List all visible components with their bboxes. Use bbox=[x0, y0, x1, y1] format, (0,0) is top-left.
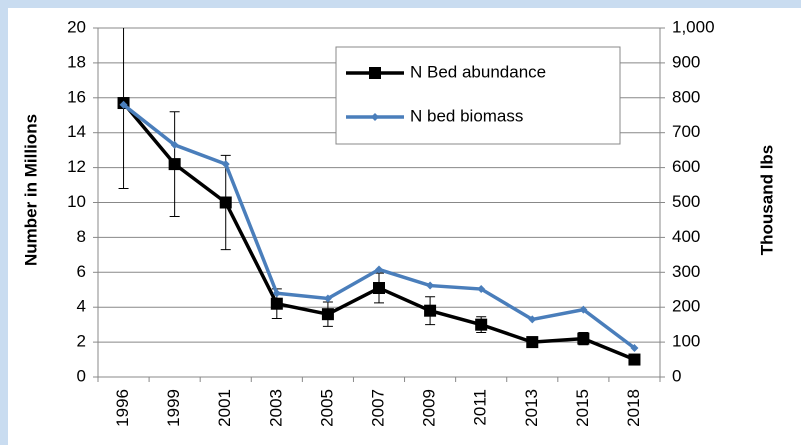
y2-tick-label: 200 bbox=[672, 297, 700, 316]
y-tick-label: 0 bbox=[77, 366, 86, 385]
y2-tick-label: 0 bbox=[672, 366, 681, 385]
x-tick-label: 2007 bbox=[368, 389, 387, 427]
marker bbox=[219, 196, 232, 209]
x-tick-label: 2005 bbox=[317, 389, 336, 427]
marker bbox=[579, 305, 588, 314]
y-tick-label: 16 bbox=[67, 87, 86, 106]
legend-label: N bed biomass bbox=[410, 106, 523, 125]
y2-tick-label: 700 bbox=[672, 122, 700, 141]
marker bbox=[373, 282, 385, 295]
marker bbox=[528, 315, 537, 324]
plot bbox=[117, 28, 641, 366]
marker bbox=[270, 297, 283, 310]
y-tick-label: 12 bbox=[67, 157, 86, 176]
marker bbox=[426, 281, 435, 290]
marker bbox=[321, 308, 334, 321]
legend-label: N Bed abundance bbox=[410, 62, 546, 81]
y-tick-label: 2 bbox=[77, 332, 86, 351]
y2-tick-label: 900 bbox=[672, 52, 700, 71]
x-tick-label: 2018 bbox=[624, 389, 643, 427]
x-tick-label: 2001 bbox=[215, 389, 234, 427]
marker bbox=[119, 100, 128, 109]
y-tick-label: 18 bbox=[67, 52, 86, 71]
marker bbox=[475, 318, 488, 331]
x-tick-label: 2003 bbox=[266, 389, 285, 427]
y2-axis-title: Thousand lbs bbox=[757, 145, 776, 256]
marker bbox=[424, 304, 437, 317]
marker bbox=[477, 285, 486, 294]
y-tick-label: 10 bbox=[67, 192, 86, 211]
marker bbox=[168, 158, 181, 171]
marker bbox=[221, 160, 230, 169]
y-tick-label: 20 bbox=[67, 17, 86, 36]
marker bbox=[526, 336, 539, 349]
y-tick-label: 4 bbox=[77, 297, 86, 316]
marker bbox=[272, 289, 281, 298]
y-tick-label: 8 bbox=[77, 227, 86, 246]
marker bbox=[628, 353, 641, 366]
y-axis-title: Number in Millions bbox=[21, 114, 40, 266]
x-tick-label: 2011 bbox=[471, 389, 490, 426]
marker bbox=[170, 140, 179, 149]
y2-tick-label: 100 bbox=[672, 332, 700, 351]
marker bbox=[630, 344, 639, 353]
y2-tick-label: 1,000 bbox=[672, 17, 715, 36]
x-tick-label: 2015 bbox=[573, 389, 592, 427]
legend-marker bbox=[371, 113, 379, 121]
y2-tick-label: 300 bbox=[672, 262, 700, 281]
legend-box bbox=[335, 46, 621, 145]
y2-tick-label: 500 bbox=[672, 192, 700, 211]
y2-tick-label: 400 bbox=[672, 227, 700, 246]
x-tick-label: 1996 bbox=[113, 389, 132, 427]
x-tick-label: 2013 bbox=[522, 389, 541, 427]
y2-tick-label: 800 bbox=[672, 87, 700, 106]
x-tick-label: 1999 bbox=[164, 389, 183, 427]
y-tick-label: 6 bbox=[77, 262, 86, 281]
legend-marker bbox=[369, 67, 381, 79]
marker bbox=[323, 294, 332, 303]
x-tick-label: 2009 bbox=[420, 389, 439, 427]
y2-tick-label: 600 bbox=[672, 157, 700, 176]
marker bbox=[577, 332, 590, 345]
marker bbox=[375, 265, 383, 274]
y-tick-label: 14 bbox=[67, 122, 86, 141]
